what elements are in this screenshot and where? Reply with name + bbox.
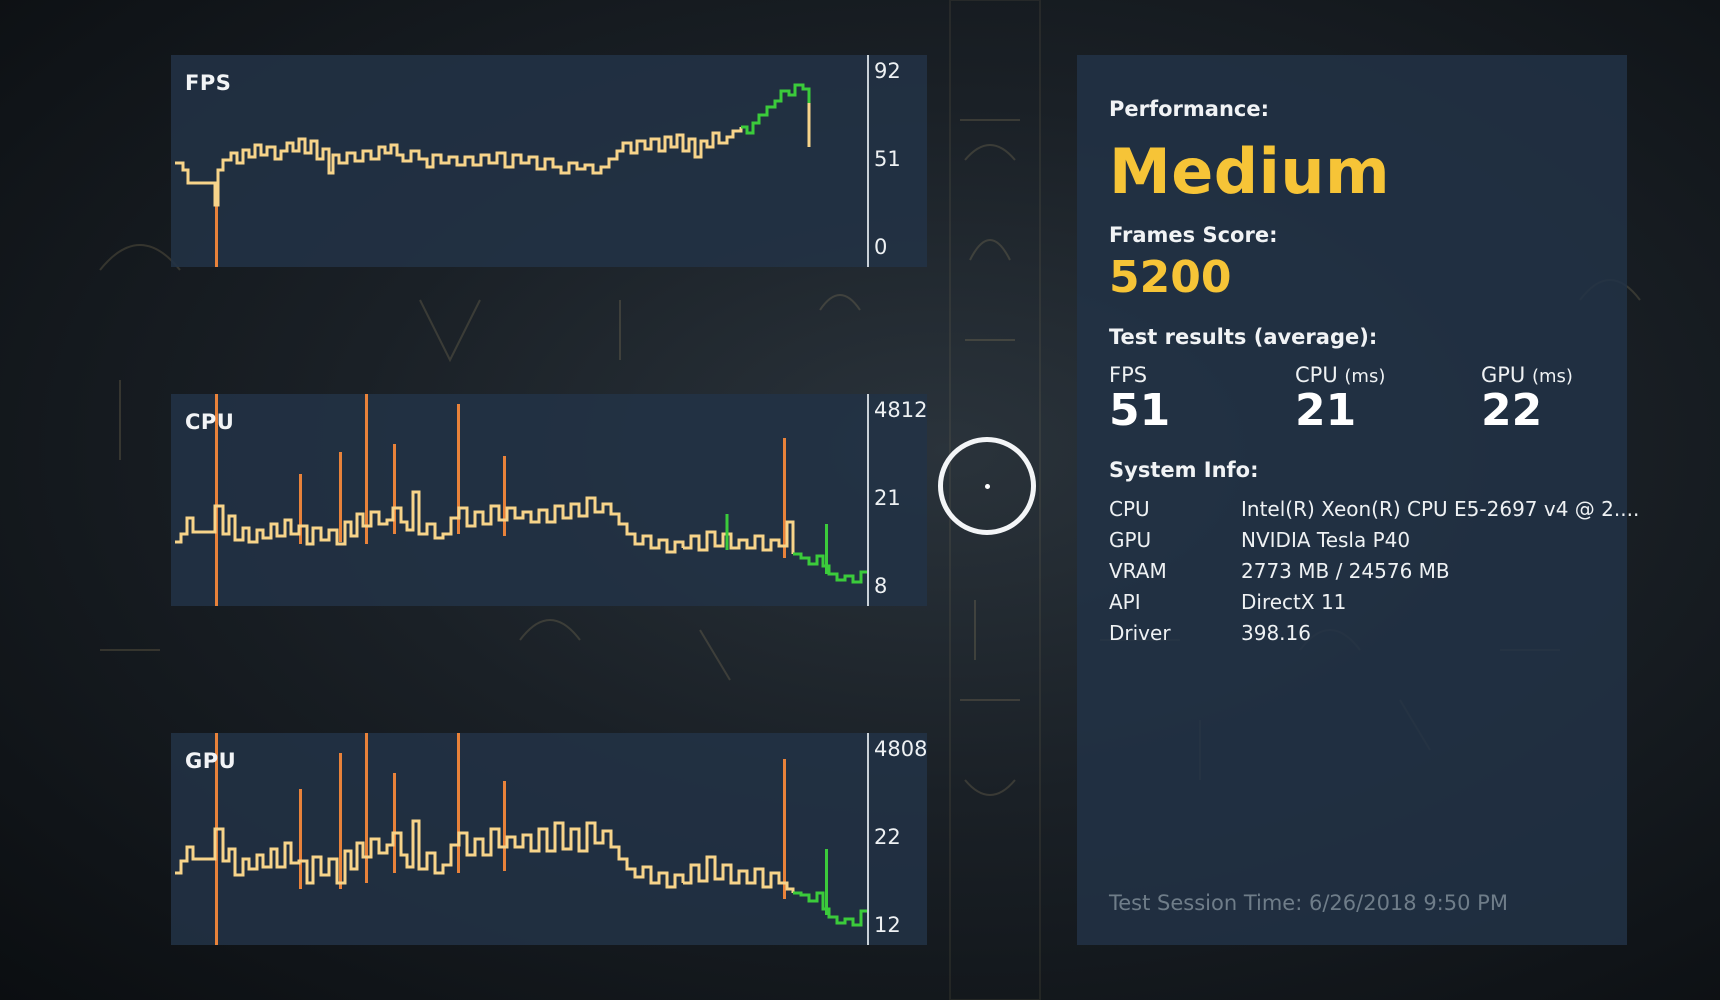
fps-spike <box>215 205 218 267</box>
stat-gpu-value: 22 <box>1481 385 1543 436</box>
system-info-label: System Info: <box>1109 458 1259 482</box>
gpu-green-spike <box>825 849 828 915</box>
frames-score-value: 5200 <box>1109 252 1232 303</box>
cpu-line <box>175 490 685 554</box>
gpu-axis <box>867 733 869 945</box>
cpu-chart <box>175 394 867 606</box>
gpu-tick-min: 12 <box>874 913 901 937</box>
cpu-tick-max: 4812 <box>874 398 928 422</box>
fps-good-line <box>741 83 811 135</box>
stat-cpu-label: CPU (ms) <box>1295 363 1386 387</box>
gpu-line-2 <box>683 855 795 893</box>
test-results-label: Test results (average): <box>1109 325 1378 349</box>
fps-tick-max: 92 <box>874 59 901 83</box>
stat-cpu-value: 21 <box>1295 385 1357 436</box>
stat-gpu-label: GPU (ms) <box>1481 363 1573 387</box>
stat-cpu: CPU (ms) 21 <box>1295 363 1385 436</box>
gpu-graph-title: GPU <box>185 749 237 773</box>
frames-score-label: Frames Score: <box>1109 223 1278 247</box>
session-time: Test Session Time: 6/26/2018 9:50 PM <box>1109 891 1508 915</box>
gpu-good-line <box>793 891 867 927</box>
gpu-tick-max: 4808 <box>874 737 928 761</box>
cpu-axis <box>867 394 869 606</box>
gamepad-cursor-ring[interactable] <box>938 437 1036 535</box>
gpu-graph: GPU 4808 22 12 <box>171 733 927 945</box>
stat-fps-label: FPS <box>1109 363 1148 387</box>
gpu-line <box>175 819 685 889</box>
cpu-graph: CPU 4812 21 8 <box>171 394 927 606</box>
fps-chart <box>175 83 811 267</box>
stat-fps-value: 51 <box>1109 385 1171 436</box>
results-panel: Performance: Medium Frames Score: 5200 T… <box>1077 55 1639 945</box>
fps-tick-avg: 51 <box>874 147 901 171</box>
cpu-good-line <box>793 552 867 584</box>
cpu-green-spike <box>825 524 828 574</box>
fps-line <box>175 127 743 207</box>
fps-graph-title: FPS <box>185 71 232 95</box>
fps-graph: FPS 92 51 0 <box>171 55 927 267</box>
fps-tick-min: 0 <box>874 235 888 259</box>
performance-value: Medium <box>1109 135 1391 208</box>
cpu-line-2 <box>683 520 795 554</box>
cpu-tick-min: 8 <box>874 574 888 598</box>
gpu-tick-avg: 22 <box>874 825 901 849</box>
gpu-chart <box>175 733 867 945</box>
performance-label: Performance: <box>1109 97 1270 121</box>
fps-axis <box>867 55 869 267</box>
cpu-tick-avg: 21 <box>874 486 901 510</box>
cursor-dot <box>985 484 990 489</box>
cpu-graph-title: CPU <box>185 410 235 434</box>
stat-fps: FPS 51 <box>1109 363 1170 436</box>
stat-gpu: GPU (ms) 22 <box>1481 363 1573 436</box>
cpu-spikes <box>215 394 786 606</box>
